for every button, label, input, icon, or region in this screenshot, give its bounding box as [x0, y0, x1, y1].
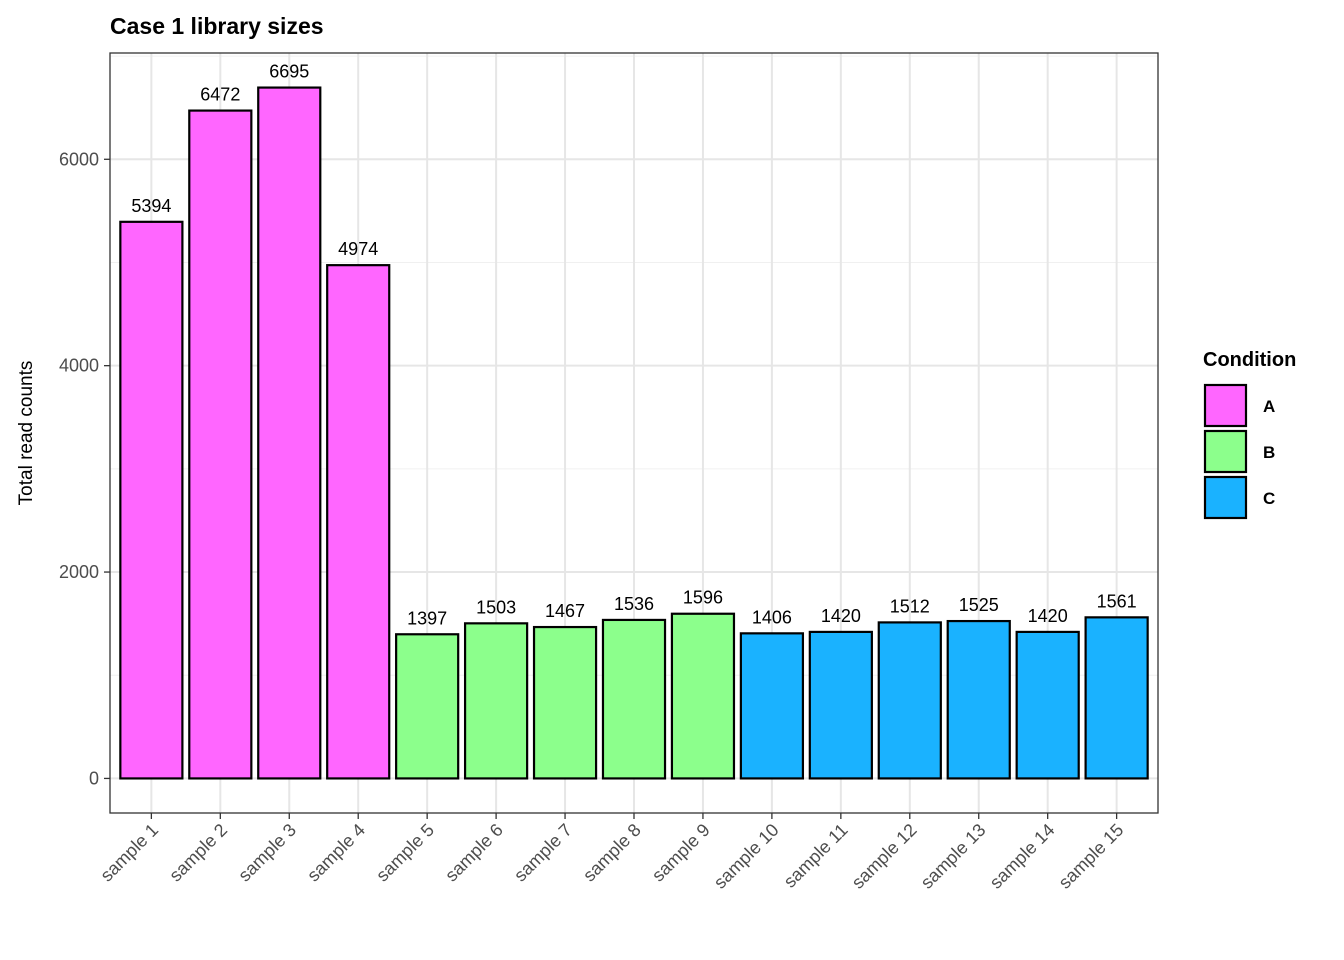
legend-label-c: C	[1263, 489, 1275, 508]
x-tick-label: sample 10	[710, 820, 783, 893]
x-tick-label: sample 2	[165, 820, 231, 886]
bar-3	[257, 86, 322, 780]
x-tick-label: sample 12	[848, 820, 921, 893]
bar-2	[188, 109, 253, 780]
x-tick-label: sample 14	[986, 820, 1059, 893]
x-tick-label: sample 5	[372, 820, 438, 886]
x-tick-label: sample 8	[579, 820, 645, 886]
bar-value-label: 6695	[269, 62, 309, 82]
x-tick-label: sample 13	[917, 820, 990, 893]
x-tick-label: sample 4	[303, 820, 369, 886]
bar-value-label: 1512	[890, 596, 930, 616]
bar-6	[463, 622, 529, 780]
bar-8	[601, 618, 667, 780]
x-tick-label: sample 15	[1055, 820, 1128, 893]
bar-value-label: 5394	[131, 196, 171, 216]
x-tick-label: sample 1	[96, 820, 162, 886]
x-tick-label: sample 6	[441, 820, 507, 886]
bar-15	[1084, 616, 1149, 780]
x-tick-label: sample 3	[234, 820, 300, 886]
legend-label-a: A	[1263, 397, 1275, 416]
legend: Condition A B C	[1203, 349, 1296, 520]
y-tick-label: 0	[89, 768, 99, 788]
bar-9	[670, 612, 736, 780]
legend-swatch-c	[1203, 475, 1248, 520]
bar-4	[326, 264, 391, 780]
bar-11	[808, 630, 873, 780]
bar-value-label: 1420	[1028, 606, 1068, 626]
bar-value-label: 1467	[545, 601, 585, 621]
bar-value-label: 6472	[200, 85, 240, 105]
legend-title: Condition	[1203, 349, 1296, 371]
legend-swatch-a	[1203, 383, 1248, 428]
y-axis-title: Total read counts	[16, 361, 37, 506]
x-tick-label: sample 11	[780, 820, 852, 892]
bar-value-label: 1503	[476, 597, 516, 617]
bar-10	[739, 632, 805, 780]
y-tick-label: 4000	[59, 356, 99, 376]
y-tick-label: 6000	[59, 149, 99, 169]
y-tick-label: 2000	[59, 562, 99, 582]
bar-14	[1015, 630, 1080, 780]
bar-value-label: 4974	[338, 239, 378, 259]
bar-7	[532, 625, 598, 780]
bar-value-label: 1525	[959, 595, 999, 615]
bar-12	[877, 621, 942, 780]
bar-1	[119, 220, 184, 780]
x-tick-label: sample 9	[648, 820, 714, 886]
plot-panel: 5394 6472 6695 4974 1397 1503 1467 1536 1596 1406…	[59, 52, 1159, 893]
bar-13	[946, 619, 1011, 780]
bar-5	[395, 633, 460, 780]
legend-label-b: B	[1263, 443, 1275, 462]
bar-value-label: 1406	[752, 607, 792, 627]
bar-value-label: 1561	[1097, 591, 1137, 611]
bar-value-label: 1596	[683, 588, 723, 608]
bar-value-label: 1397	[407, 608, 447, 628]
bar-value-label: 1420	[821, 606, 861, 626]
x-tick-label: sample 7	[510, 820, 576, 886]
bar-value-label: 1536	[614, 594, 654, 614]
chart-title: Case 1 library sizes	[110, 13, 324, 39]
legend-swatch-b	[1203, 429, 1248, 474]
